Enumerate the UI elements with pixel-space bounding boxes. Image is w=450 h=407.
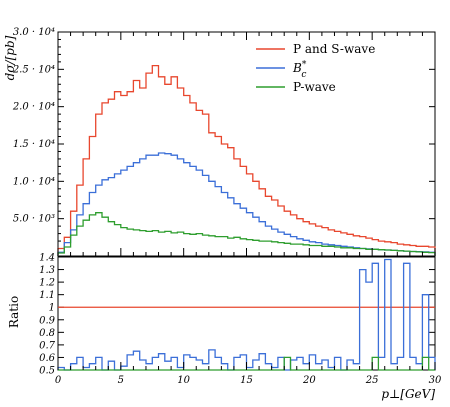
legend-label-bc-sup: * bbox=[302, 60, 307, 70]
x-tick-label-4: 20 bbox=[302, 375, 316, 386]
main-y-tick-label-0: 5.0 · 10³ bbox=[13, 214, 55, 225]
ratio-y-tick-label-5: 1 bbox=[49, 303, 55, 314]
x-tick-label-0: 0 bbox=[55, 375, 62, 386]
legend-label-bc-sub: c bbox=[301, 70, 306, 80]
legend-label-p-wave: P-wave bbox=[293, 80, 336, 94]
main-y-tick-label-4: 2.5 · 10⁴ bbox=[12, 64, 55, 75]
ratio-series-1 bbox=[58, 356, 435, 371]
main-series-0 bbox=[57, 64, 436, 256]
ratio-y-tick-label-9: 1.4 bbox=[39, 253, 55, 264]
ratio-y-ticks: 0.5 0.6 0.70.8 0.91 1.11.2 1.31.4 bbox=[39, 253, 435, 377]
main-y-tick-label-1: 1.0 · 10⁴ bbox=[13, 176, 55, 187]
x-tick-label-2: 10 bbox=[177, 375, 190, 386]
main-y-tick-label-3: 2.0 · 10⁴ bbox=[12, 102, 55, 113]
x-axis-ticks: 0 5 10 15 20 25 30 bbox=[55, 32, 442, 386]
x-tick-label-6: 30 bbox=[429, 375, 442, 386]
ratio-y-tick-label-3: 0.8 bbox=[39, 328, 55, 339]
x-tick-label-1: 5 bbox=[118, 375, 124, 386]
ratio-series-group bbox=[57, 258, 436, 371]
ratio-y-tick-label-4: 0.9 bbox=[39, 315, 56, 326]
ratio-y-tick-label-7: 1.2 bbox=[39, 278, 55, 289]
ratio-y-axis-title: Ratio bbox=[7, 296, 21, 328]
ratio-y-tick-label-0: 0.5 bbox=[39, 366, 55, 377]
x-tick-label-5: 25 bbox=[365, 375, 379, 386]
ratio-y-tick-label-1: 0.6 bbox=[39, 353, 56, 364]
legend: P and S-wave B* c P-wave bbox=[256, 42, 375, 94]
main-y-tick-label-2: 1.5 · 10⁴ bbox=[13, 139, 55, 150]
legend-label-bc-star: B* c bbox=[292, 60, 307, 80]
x-tick-label-3: 15 bbox=[240, 375, 253, 386]
main-y-tick-label-5: 3.0 · 10⁴ bbox=[13, 27, 55, 38]
legend-label-bc-base: B bbox=[292, 61, 302, 75]
ratio-y-tick-label-6: 1.1 bbox=[39, 290, 55, 301]
ratio-y-tick-label-8: 1.3 bbox=[39, 265, 55, 276]
main-series-2 bbox=[57, 212, 436, 256]
main-y-axis-title: dσ/[pb] bbox=[3, 35, 17, 80]
ratio-series-0 bbox=[57, 258, 436, 371]
legend-label-ps-wave: P and S-wave bbox=[293, 42, 375, 56]
main-y-ticks: 5.0 · 10³ 1.0 · 10⁴ 1.5 · 10⁴ 2.0 · 10⁴ 2.5 … bbox=[12, 27, 435, 250]
main-series-group bbox=[57, 64, 436, 256]
x-axis-title: p⊥[GeV] bbox=[381, 387, 435, 401]
ratio-y-tick-label-2: 0.7 bbox=[39, 340, 56, 351]
